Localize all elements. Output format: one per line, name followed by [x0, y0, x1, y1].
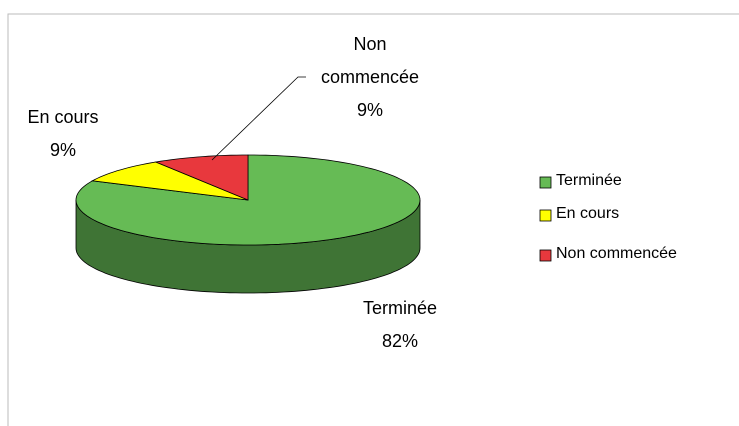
label-value: 9%	[356, 100, 383, 120]
legend-swatch	[539, 176, 552, 189]
data-label: Terminée 82%	[345, 292, 455, 358]
label-value: 9%	[49, 140, 76, 160]
legend-label: Non commencée	[556, 245, 677, 262]
label-category: En cours	[27, 107, 99, 127]
pie-slice	[91, 161, 249, 201]
legend-swatch	[539, 249, 552, 262]
legend-label: En cours	[556, 205, 620, 222]
label-category: Non commencée	[320, 34, 420, 87]
pie-slice	[154, 154, 249, 201]
data-label: Non commencée 9%	[315, 28, 425, 127]
data-label: En cours 9%	[8, 101, 118, 167]
label-value: 82%	[381, 331, 419, 351]
leader-line	[211, 76, 306, 161]
legend-label: Terminée	[556, 172, 622, 189]
label-category: Terminée	[362, 298, 438, 318]
legend-swatch	[539, 209, 552, 222]
